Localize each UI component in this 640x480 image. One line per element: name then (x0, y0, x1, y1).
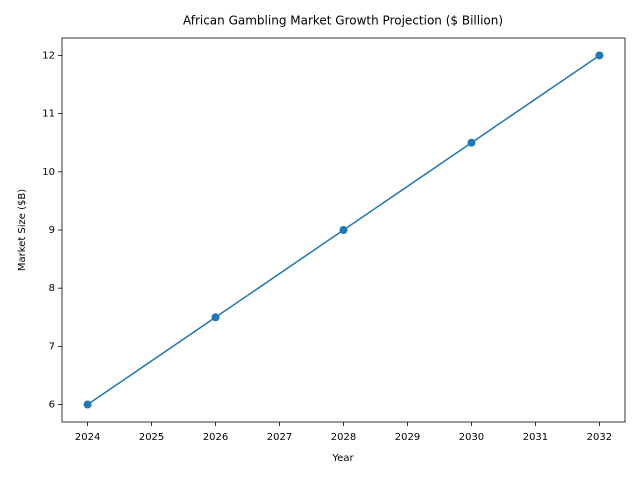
y-tick-label: 10 (42, 167, 55, 178)
point (211, 313, 220, 322)
x-tick-label: 2026 (203, 432, 228, 443)
x-tick-label: 2027 (267, 432, 292, 443)
x-tick-label: 2025 (139, 432, 164, 443)
plot-frame (61, 37, 626, 423)
x-tick-label: 2029 (395, 432, 420, 443)
y-tick-label: 11 (42, 109, 55, 120)
chart-title: African Gambling Market Growth Projectio… (183, 14, 503, 28)
x-axis-label: Year (331, 453, 354, 464)
point (339, 226, 348, 234)
x-tick-label: 2024 (75, 432, 100, 443)
x-tick-label: 2032 (587, 432, 612, 443)
y-tick-label: 8 (49, 283, 55, 294)
x-tick-label: 2030 (459, 432, 484, 443)
x-tick-label: 2031 (523, 432, 548, 443)
y-axis-label: Market Size ($B) (17, 189, 28, 271)
y-tick-label: 6 (49, 400, 55, 411)
x-tick-label: 2028 (331, 432, 356, 443)
y-tick-label: 7 (49, 341, 55, 352)
point (595, 51, 604, 60)
point (83, 400, 92, 409)
y-tick-label: 9 (49, 225, 55, 236)
point (467, 138, 476, 147)
y-tick-label: 12 (42, 50, 55, 61)
